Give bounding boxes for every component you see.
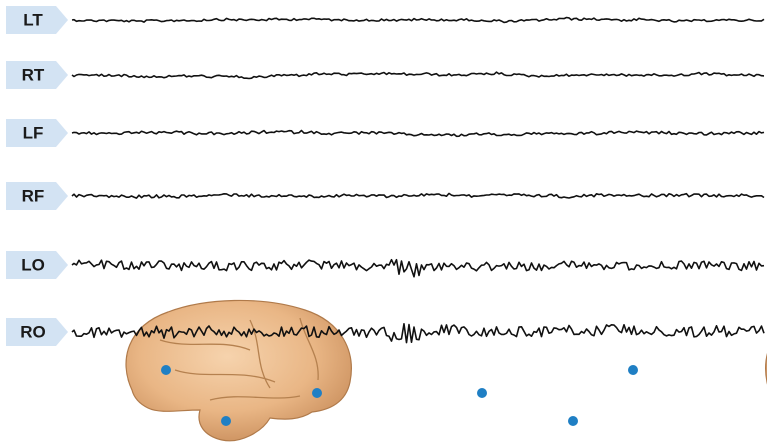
- electrode: [221, 416, 231, 426]
- channel-row: RF: [6, 182, 765, 210]
- electrode: [628, 365, 638, 375]
- channel-tag: [6, 61, 68, 89]
- brain-shape: [125, 299, 352, 442]
- channel-tag: [6, 182, 68, 210]
- channel-label: LT: [23, 10, 43, 29]
- channel-tag: [6, 119, 68, 147]
- channel-row: RO: [6, 318, 765, 346]
- channel-tag: [6, 6, 68, 34]
- channel-label: RO: [20, 322, 46, 341]
- eeg-trace: [71, 258, 765, 278]
- electrode: [477, 388, 487, 398]
- eeg-trace: [71, 192, 765, 199]
- electrode: [568, 416, 578, 426]
- channel-tag: [6, 251, 68, 279]
- channel-row: LT: [6, 6, 765, 34]
- eeg-trace: [71, 71, 765, 80]
- channel-row: LF: [6, 119, 765, 147]
- left-brain: [125, 299, 352, 442]
- brain-folds: [159, 317, 319, 401]
- electrode: [312, 388, 322, 398]
- channel-label: LF: [23, 123, 44, 142]
- channel-label: LO: [21, 255, 45, 274]
- channel-tag: [6, 318, 68, 346]
- eeg-trace: [71, 129, 765, 138]
- channel-row: RT: [6, 61, 765, 89]
- channel-label: RT: [22, 65, 45, 84]
- electrode: [161, 365, 171, 375]
- channel-label: RF: [22, 186, 45, 205]
- eeg-trace: [71, 323, 765, 344]
- channel-row: LO: [6, 251, 765, 279]
- eeg-trace: [71, 16, 765, 24]
